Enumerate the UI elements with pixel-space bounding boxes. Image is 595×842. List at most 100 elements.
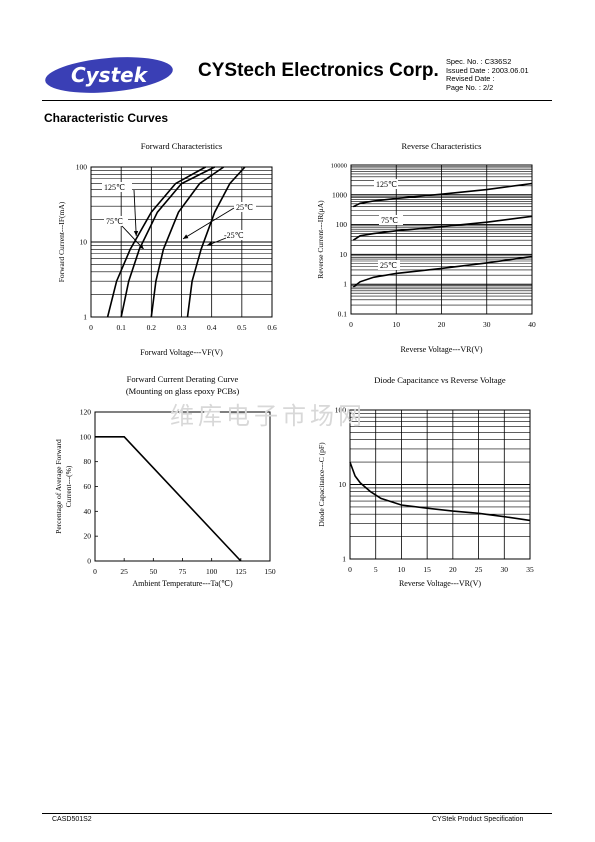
x-tick-label: 20 xyxy=(438,320,446,329)
y-tick-label: 1 xyxy=(83,313,87,322)
arrow-75c-head xyxy=(138,244,144,250)
x-tick-label: 50 xyxy=(150,567,158,576)
footer-spec-label: CYStek Product Specification xyxy=(432,816,524,823)
x-axis-label: Reverse Voltage---VR(V) xyxy=(399,579,481,588)
x-axis-label: Ambient Temperature---Ta(℃) xyxy=(132,579,233,588)
x-axis-label: Forward Voltage---VF(V) xyxy=(140,348,223,357)
x-tick-label: 5 xyxy=(374,565,378,574)
logo-text: Cystek xyxy=(71,63,149,87)
y-tick-label: 10 xyxy=(80,238,88,247)
x-tick-label: 100 xyxy=(206,567,218,576)
logo-ellipse xyxy=(45,57,173,93)
spec-info: Spec. No. : C336S2 Issued Date : 2003.06… xyxy=(446,57,529,92)
y-tick-label: 10 xyxy=(339,480,347,489)
x-tick-label: 10 xyxy=(393,320,401,329)
arrow-25c-head xyxy=(183,234,189,239)
y-tick-label: 100 xyxy=(76,163,88,172)
revised-date: Revised Date : xyxy=(446,74,495,84)
series-line-3 xyxy=(186,166,246,318)
arrow-75c xyxy=(121,225,145,250)
curve-label-125c: 125℃ xyxy=(376,180,397,189)
chart-1: 0 10 20 30 40 0.1 1 10 100 1000 10000 Reverse Chara… xyxy=(316,141,536,354)
y-tick-label: 1 xyxy=(343,280,347,289)
x-tick-label: 30 xyxy=(483,320,491,329)
x-tick-label: 30 xyxy=(501,565,509,574)
y-tick-label: 100 xyxy=(80,432,92,441)
spec-no: Spec. No. : C336S2 xyxy=(446,57,512,66)
chart-title: Reverse Characteristics xyxy=(401,141,481,151)
y-axis-label: Diode Capacitance---C (pF) xyxy=(317,442,326,527)
x-tick-label: 0.5 xyxy=(237,323,247,332)
series-line-0 xyxy=(95,435,242,562)
x-tick-label: 25 xyxy=(120,567,128,576)
y-tick-label: 0 xyxy=(87,557,91,566)
arrow-125c xyxy=(133,189,137,237)
series-line-2 xyxy=(150,166,225,318)
series-line-2 xyxy=(352,255,533,288)
curve-label-75c: 75℃ xyxy=(381,216,398,225)
x-axis-label: Reverse Voltage---VR(V) xyxy=(400,345,482,354)
x-tick-label: 150 xyxy=(264,567,276,576)
footer-doc-code: CASD501S2 xyxy=(52,816,92,823)
arrow-25c xyxy=(182,207,235,240)
company-name: CYStech Electronics Corp. xyxy=(198,60,439,81)
x-tick-label: 0 xyxy=(93,567,97,576)
series-line-1 xyxy=(352,215,533,241)
curve-label-minus25c: -25℃ xyxy=(224,231,244,240)
series-line-0 xyxy=(352,182,533,208)
x-tick-label: 40 xyxy=(528,320,536,329)
x-tick-label: 0.2 xyxy=(147,323,157,332)
x-tick-label: 0.6 xyxy=(267,323,277,332)
chart-title: Forward Characteristics xyxy=(141,141,222,151)
y-tick-label: 20 xyxy=(84,532,92,541)
arrow-minus25c-head xyxy=(207,241,213,246)
x-tick-label: 0 xyxy=(89,323,93,332)
curve-label-75c: 75℃ xyxy=(106,217,123,226)
x-tick-label: 35 xyxy=(526,565,534,574)
y-tick-label: 60 xyxy=(84,482,92,491)
watermark: 维库电子市场网 xyxy=(170,402,366,430)
chart-2: 0 25 50 75 100 125 150 0 20 40 60 80 100 120 Forward C… xyxy=(54,374,276,588)
y-tick-label: 10 xyxy=(340,250,348,259)
chart-subtitle: (Mounting on glass epoxy PCBs) xyxy=(126,386,240,396)
curve-label-25c: 25℃ xyxy=(236,203,253,212)
x-tick-label: 0 xyxy=(348,565,352,574)
y-tick-label: 100 xyxy=(336,220,348,229)
x-tick-label: 75 xyxy=(179,567,187,576)
curve-label-75c-bg xyxy=(104,216,128,226)
y-tick-label: 100 xyxy=(335,406,347,415)
curve-label-25c: 25℃ xyxy=(380,261,397,270)
header-divider xyxy=(42,100,552,101)
series-line-0 xyxy=(106,166,206,318)
curve-label-125c: 125℃ xyxy=(104,183,125,192)
cystek-logo: Cystek xyxy=(45,57,173,93)
x-tick-label: 0.3 xyxy=(177,323,187,332)
y-tick-label: 80 xyxy=(84,457,92,466)
x-tick-label: 125 xyxy=(235,567,247,576)
curve-label-minus25c-bg xyxy=(222,230,248,240)
chart-3: 0 5 10 15 20 25 30 35 1 10 100 Diode Capacitance vs… xyxy=(317,375,534,588)
curve-label-25c-bg xyxy=(378,260,400,270)
y-axis-label: Reverse Current---IR(μA) xyxy=(316,200,325,279)
x-tick-label: 0.1 xyxy=(116,323,126,332)
series-line-1 xyxy=(120,166,216,318)
issued-date: Issued Date : 2003.06.01 xyxy=(446,65,529,75)
page-no: Page No. : 2/2 xyxy=(446,82,494,92)
chart-title: Forward Current Derating Curve xyxy=(127,374,239,384)
x-tick-label: 25 xyxy=(475,565,483,574)
y-tick-label: 120 xyxy=(80,408,92,417)
curve-label-25c-bg xyxy=(234,202,256,212)
x-tick-label: 15 xyxy=(423,565,431,574)
y-tick-label: 1000 xyxy=(332,190,347,199)
y-tick-label: 0.1 xyxy=(338,310,348,319)
arrow-125c-head xyxy=(133,230,139,237)
y-tick-label: 1 xyxy=(342,555,346,564)
chart-title: Diode Capacitance vs Reverse Voltage xyxy=(374,375,506,385)
curve-label-125c-bg xyxy=(102,182,132,192)
footer-divider xyxy=(42,813,552,814)
series-line-0 xyxy=(349,461,531,522)
x-tick-label: 0.4 xyxy=(207,323,217,332)
y-axis-label-line1: Percentage of Average Forward xyxy=(54,439,63,534)
x-tick-label: 10 xyxy=(398,565,406,574)
